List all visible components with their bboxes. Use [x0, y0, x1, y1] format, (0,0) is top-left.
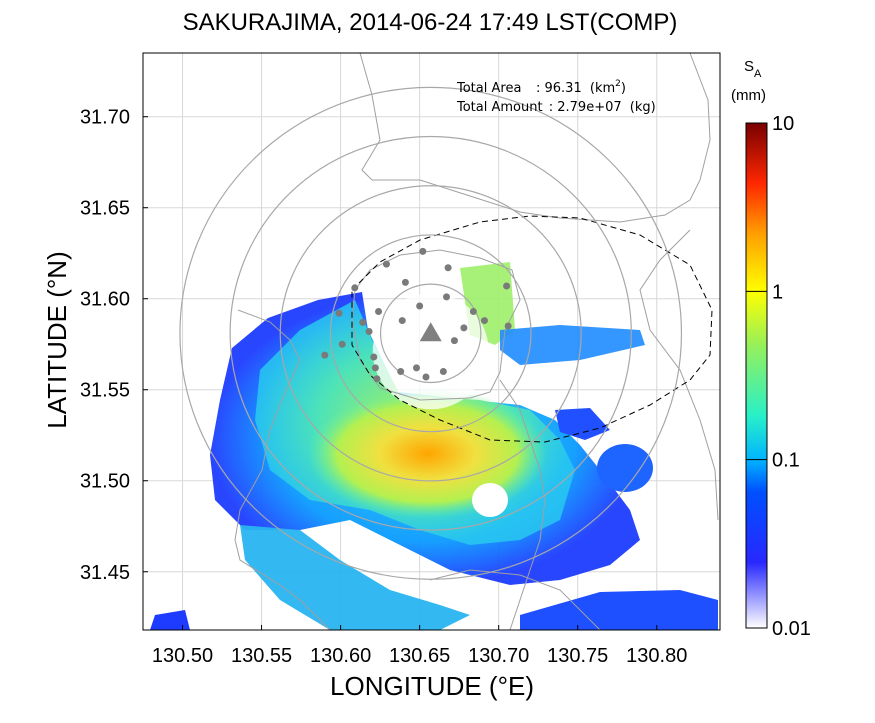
y-tick-label: 31.55 [80, 380, 130, 402]
station-point [321, 351, 329, 359]
station-point [371, 364, 379, 372]
station-point [419, 247, 427, 255]
area-unit-close: ) [621, 81, 626, 96]
colorbar-subscript: A [754, 68, 762, 80]
deposit-east-patch [555, 408, 610, 440]
station-point [338, 340, 346, 348]
colorbar: SA (mm) 0.01 0.1 1 10 [731, 58, 811, 640]
ash-deposit-field [150, 262, 718, 630]
deposit-southeast-band [520, 590, 718, 630]
area-unit: (km [590, 81, 615, 96]
deposit-east-strip [500, 325, 645, 365]
deposit-southwest-patch [150, 610, 190, 630]
range-ring [179, 86, 683, 580]
svg-text:Total Amount : 2.79e+07: Total Amount : 2.79e+07 (kg) [456, 100, 656, 115]
colorbar-tick-label: 1 [772, 281, 783, 303]
x-axis-ticks: 130.50 130.55 130.60 130.65 130.70 130.75 130.… [152, 625, 687, 667]
station-point [503, 282, 511, 290]
x-tick-label: 130.75 [547, 645, 608, 667]
station-point [480, 317, 488, 325]
station-point [443, 293, 451, 301]
plot-area [142, 52, 721, 631]
station-point [370, 353, 378, 361]
y-tick-label: 31.65 [80, 198, 130, 220]
x-tick-label: 130.65 [389, 645, 450, 667]
colorbar-unit: (mm) [731, 87, 766, 104]
station-point [450, 337, 458, 345]
x-axis-label: LONGITUDE (°E) [330, 671, 534, 701]
station-point [401, 278, 409, 286]
station-point [382, 260, 390, 268]
coastline-segment [499, 379, 546, 630]
coastline-segment [359, 53, 711, 223]
station-point [444, 264, 452, 272]
y-tick-label: 31.50 [80, 471, 130, 493]
area-unit-exp: 2 [615, 79, 621, 89]
amount-label: Total Amount [456, 100, 543, 115]
station-point [460, 324, 468, 332]
station-point [504, 322, 512, 330]
station-point [351, 284, 359, 292]
island-dashed-outline [351, 215, 713, 443]
y-axis-ticks: 31.45 31.50 31.55 31.60 31.65 31.70 [80, 107, 148, 584]
range-ring [229, 135, 632, 531]
x-tick-label: 130.55 [231, 645, 292, 667]
coastline-segment [429, 569, 601, 630]
station-point [373, 375, 381, 383]
x-tick-label: 130.70 [468, 645, 529, 667]
y-axis-label: LATITUDE (°N) [42, 251, 72, 428]
totals-annotation: Total Area : 96.31 (km2) Total Amount : … [456, 79, 656, 115]
station-point [439, 368, 447, 376]
amount-unit: (kg) [630, 100, 656, 115]
range-ring [329, 234, 532, 433]
station-point [397, 368, 405, 376]
colorbar-ticks: 0.01 0.1 1 10 [746, 113, 811, 640]
area-label: Total Area [456, 81, 521, 96]
colorbar-tick-label: 10 [772, 113, 794, 135]
station-point [365, 327, 373, 335]
colorbar-tick-label: 0.1 [772, 450, 800, 472]
x-tick-label: 130.50 [152, 645, 213, 667]
svg-text:SA: SA [744, 58, 762, 80]
station-point [398, 317, 406, 325]
deposit-gap [472, 483, 508, 517]
colorbar-gradient [745, 122, 768, 629]
station-point [469, 307, 477, 315]
y-tick-label: 31.60 [80, 289, 130, 311]
station-point [375, 307, 383, 315]
x-tick-label: 130.60 [310, 645, 371, 667]
area-value: : 96.31 [536, 81, 582, 96]
station-point [412, 364, 420, 372]
colorbar-symbol: S [744, 58, 754, 75]
y-tick-label: 31.70 [80, 107, 130, 129]
y-tick-label: 31.45 [80, 562, 130, 584]
station-point [359, 318, 367, 326]
vent-triangle [419, 322, 442, 342]
amount-value: : 2.79e+07 [549, 100, 622, 115]
x-tick-label: 130.80 [626, 645, 687, 667]
plot-frame [142, 52, 721, 631]
deposit-east-blob [597, 444, 653, 492]
station-points [321, 247, 512, 383]
station-point [335, 309, 343, 317]
station-point [416, 302, 424, 310]
deposit-south-band [240, 525, 470, 630]
coastline-segment [639, 229, 719, 521]
coastline-segment [234, 309, 331, 630]
range-rings [179, 86, 683, 580]
colorbar-tick-label: 0.01 [772, 618, 811, 640]
svg-text:Total Area : 96.31: Total Area : 96.31 (km2) [456, 79, 626, 96]
vent-marker [419, 322, 442, 342]
range-ring [279, 185, 582, 482]
chart-title: SAKURAJIMA, 2014-06-24 17:49 LST(COMP) [183, 9, 678, 36]
station-point [422, 373, 430, 381]
range-ring [379, 283, 482, 384]
